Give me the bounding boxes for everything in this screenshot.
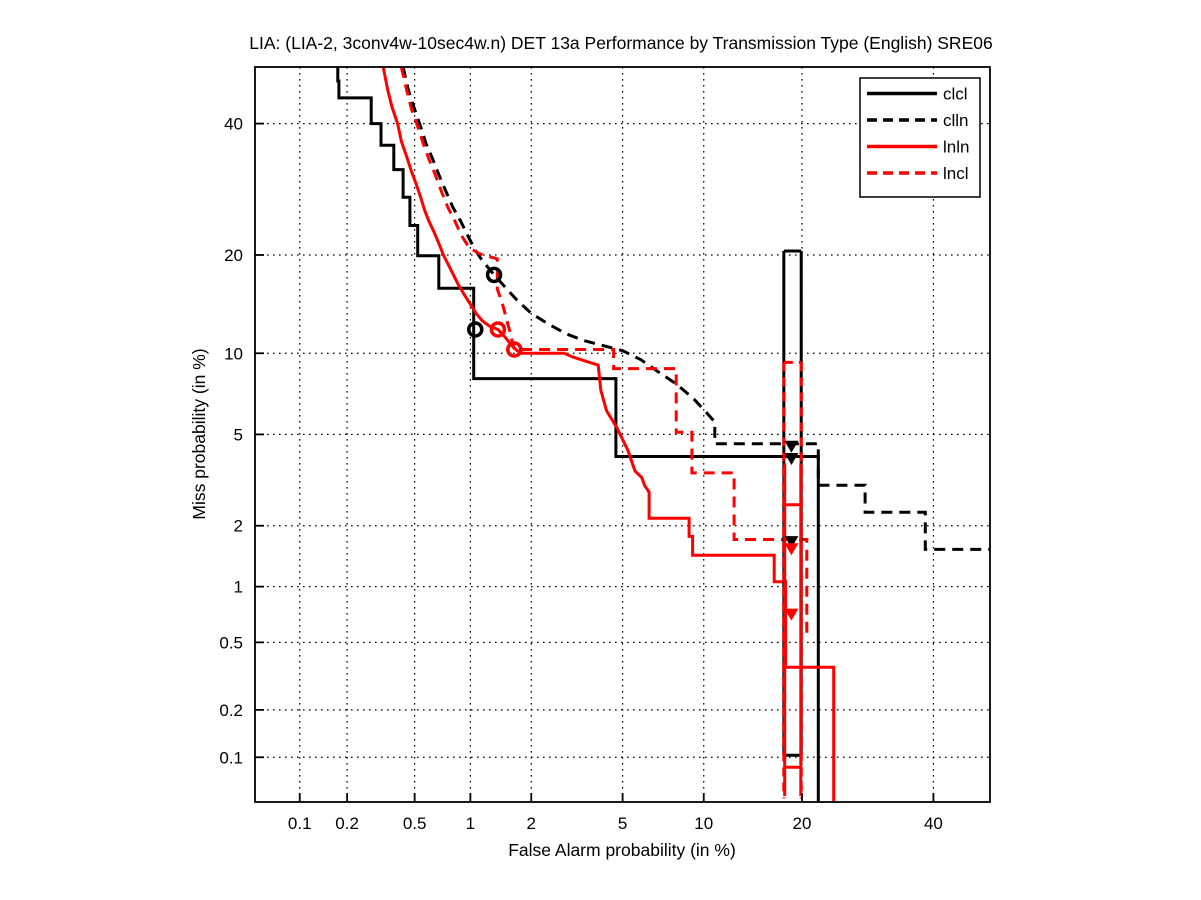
operating-point-lnln bbox=[489, 321, 507, 338]
curve-layer bbox=[336, 66, 990, 802]
legend: clcl clln lnln lncl bbox=[859, 77, 981, 198]
y-axis-label: Miss probability (in %) bbox=[189, 348, 209, 519]
x-tick-label: 0.1 bbox=[288, 814, 312, 833]
x-tick-label: 40 bbox=[924, 814, 943, 833]
x-tick-label: 5 bbox=[618, 814, 627, 833]
x-tick-label: 1 bbox=[466, 814, 475, 833]
chart-title: LIA: (LIA-2, 3conv4w-10sec4w.n) DET 13a … bbox=[249, 33, 992, 53]
legend-label-clln: clln bbox=[943, 111, 969, 130]
x-tick-label: 0.2 bbox=[335, 814, 359, 833]
legend-label-lncl: lncl bbox=[943, 164, 969, 183]
dcf-marker bbox=[784, 440, 799, 453]
legend-box bbox=[859, 77, 981, 198]
dcf-marker bbox=[784, 543, 799, 556]
x-tick-label: 20 bbox=[793, 814, 812, 833]
det-curve-lncl bbox=[399, 66, 809, 635]
y-tick-label: 2 bbox=[234, 517, 243, 536]
operating-point-clcl bbox=[467, 321, 484, 338]
dcf-marker bbox=[784, 453, 799, 466]
dcf-marker bbox=[784, 608, 799, 621]
y-tick-label: 40 bbox=[224, 115, 243, 134]
legend-label-lnln: lnln bbox=[943, 138, 969, 157]
operating-point-lncl bbox=[506, 341, 523, 358]
y-tick-label: 0.5 bbox=[219, 633, 243, 652]
x-tick-label: 2 bbox=[527, 814, 536, 833]
dcf-marker bbox=[784, 536, 799, 549]
x-tick-label: 10 bbox=[694, 814, 713, 833]
x-tick-label: 0.5 bbox=[403, 814, 427, 833]
y-tick-label: 10 bbox=[224, 344, 243, 363]
legend-label-clcl: clcl bbox=[943, 85, 968, 104]
y-tick-label: 5 bbox=[234, 425, 243, 444]
x-axis-label: False Alarm probability (in %) bbox=[508, 840, 736, 860]
det-curve-clln bbox=[401, 66, 990, 551]
tick-layer: 0.1 0.2 0.5 1 2 5 10 20 40 0.1 0.2 0.5 1 2 5 10 20 40 bbox=[219, 115, 943, 833]
y-tick-label: 20 bbox=[224, 246, 243, 265]
y-tick-label: 1 bbox=[234, 578, 243, 597]
det-curve-clcl bbox=[336, 67, 820, 802]
y-tick-label: 0.1 bbox=[219, 748, 243, 767]
operating-point-clln bbox=[485, 266, 503, 284]
y-tick-label: 0.2 bbox=[219, 701, 243, 720]
